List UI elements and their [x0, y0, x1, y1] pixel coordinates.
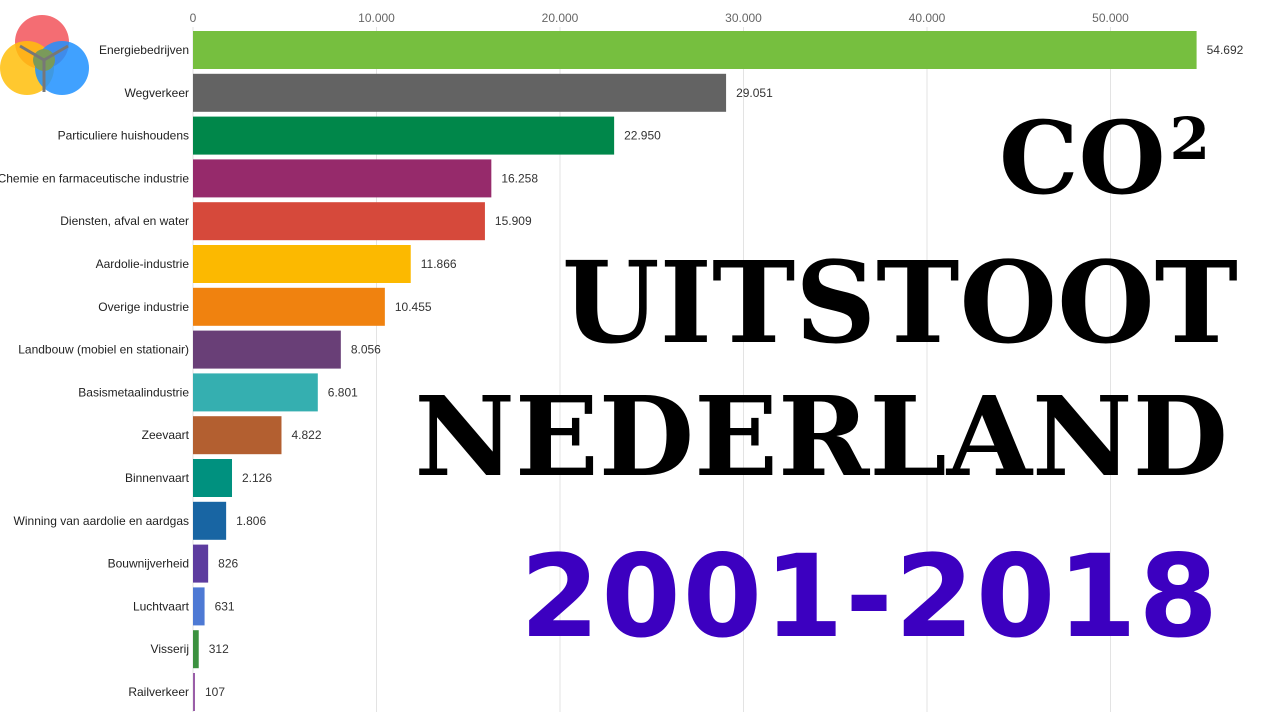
chart-category-label: Wegverkeer	[125, 86, 189, 100]
chart-category-label: Luchtvaart	[133, 599, 190, 613]
chart-value-label: 312	[209, 642, 229, 656]
chart-value-label: 10.455	[395, 300, 432, 314]
chart-category-label: Binnenvaart	[125, 471, 190, 485]
chart-x-tick-label: 40.000	[909, 11, 946, 25]
chart-category-label: Visserij	[151, 642, 189, 656]
chart-x-tick-label: 50.000	[1092, 11, 1129, 25]
chart-value-label: 11.866	[421, 257, 457, 271]
chart-x-tick-label: 10.000	[358, 11, 395, 25]
chart-category-label: Bouwnijverheid	[108, 557, 189, 571]
chart-bar	[193, 287, 385, 326]
headline-years: 2001-2018	[520, 530, 1220, 663]
chart-bar	[193, 630, 199, 669]
chart-value-label: 6.801	[328, 385, 358, 399]
chart-bar	[193, 416, 282, 455]
headline-nederland: NEDERLAND	[414, 372, 1228, 501]
chart-category-label: Landbouw (mobiel en stationair)	[18, 343, 189, 357]
chart-bar	[193, 159, 492, 198]
chart-bar	[193, 673, 195, 711]
chart-value-label: 29.051	[736, 86, 773, 100]
chart-category-label: Railverkeer	[128, 685, 189, 699]
chart-value-label: 54.692	[1207, 43, 1244, 57]
chart-value-label: 4.822	[291, 428, 321, 442]
chart-bar	[193, 31, 1197, 69]
chart-category-label: Zeevaart	[142, 428, 190, 442]
chart-category-label: Energiebedrijven	[99, 43, 189, 57]
chart-category-label: Overige industrie	[98, 300, 189, 314]
chart-bar	[193, 373, 318, 412]
chart-bar	[193, 73, 727, 112]
chart-category-label: Aardolie-industrie	[96, 257, 190, 271]
chart-bar	[193, 116, 615, 155]
chart-x-tick-label: 0	[190, 11, 197, 25]
chart-x-ticks: 0 10.000 20.000 30.000 40.000 50.000	[190, 11, 1130, 25]
chart-value-label: 16.258	[501, 171, 538, 185]
chart-x-tick-label: 20.000	[542, 11, 579, 25]
chart-value-label: 15.909	[495, 214, 532, 228]
chart-category-label: Basismetaalindustrie	[78, 385, 189, 399]
chart-category-label: Particuliere huishoudens	[58, 129, 189, 143]
chart-bar	[193, 587, 205, 626]
chart-value-label: 2.126	[242, 471, 272, 485]
chart-value-label: 631	[215, 599, 235, 613]
chart-bar	[193, 202, 485, 241]
chart-value-label: 8.056	[351, 343, 381, 357]
chart-category-label: Chemie en farmaceutische industrie	[0, 171, 189, 185]
chart-bars	[193, 31, 1197, 711]
headline-co2: CO2	[998, 99, 1210, 217]
chart-bar	[193, 544, 209, 583]
chart-category-label: Diensten, afval en water	[60, 214, 189, 228]
chart-bar	[193, 245, 411, 283]
chart-x-tick-label: 30.000	[725, 11, 762, 25]
chart-value-label: 1.806	[236, 514, 266, 528]
headline-co2-superscript: 2	[1169, 105, 1210, 173]
chart-category-label: Winning van aardolie en aardgas	[14, 514, 189, 528]
headline-uitstoot: UITSTOOT	[561, 238, 1238, 369]
logo-icon	[0, 15, 89, 95]
chart-value-label: 107	[205, 685, 225, 699]
chart-bar	[193, 330, 341, 369]
chart-bar	[193, 501, 227, 540]
chart-labels: Energiebedrijven 54.692 Wegverkeer 29.051 Pa…	[0, 43, 1244, 699]
chart-value-label: 22.950	[624, 129, 661, 143]
chart-bar	[193, 459, 233, 497]
chart-value-label: 826	[218, 557, 238, 571]
